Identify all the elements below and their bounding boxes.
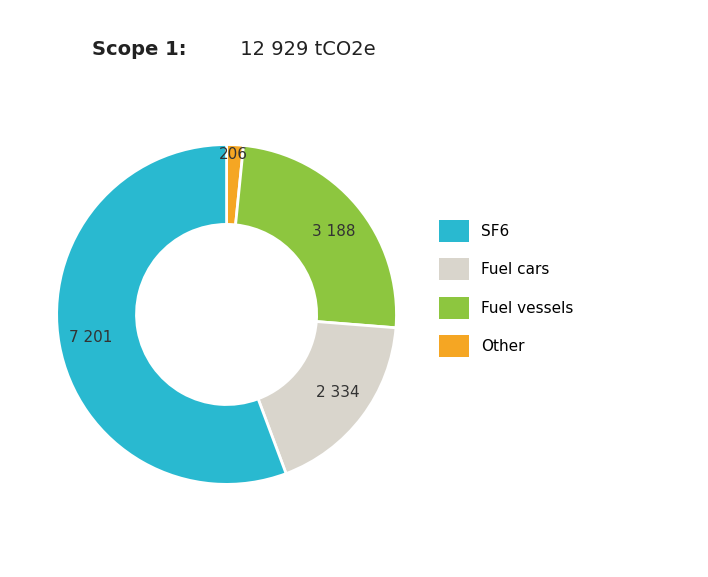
Text: 206: 206 — [219, 147, 248, 162]
Text: 7 201: 7 201 — [69, 330, 113, 345]
Wedge shape — [236, 145, 396, 328]
Text: 2 334: 2 334 — [316, 385, 360, 400]
Legend: SF6, Fuel cars, Fuel vessels, Other: SF6, Fuel cars, Fuel vessels, Other — [433, 214, 580, 363]
Text: 12 929 tCO2e: 12 929 tCO2e — [234, 40, 375, 59]
Text: Scope 1:: Scope 1: — [92, 40, 186, 59]
Wedge shape — [258, 321, 396, 474]
Wedge shape — [57, 145, 286, 484]
Wedge shape — [227, 145, 244, 225]
Text: 3 188: 3 188 — [312, 224, 356, 239]
